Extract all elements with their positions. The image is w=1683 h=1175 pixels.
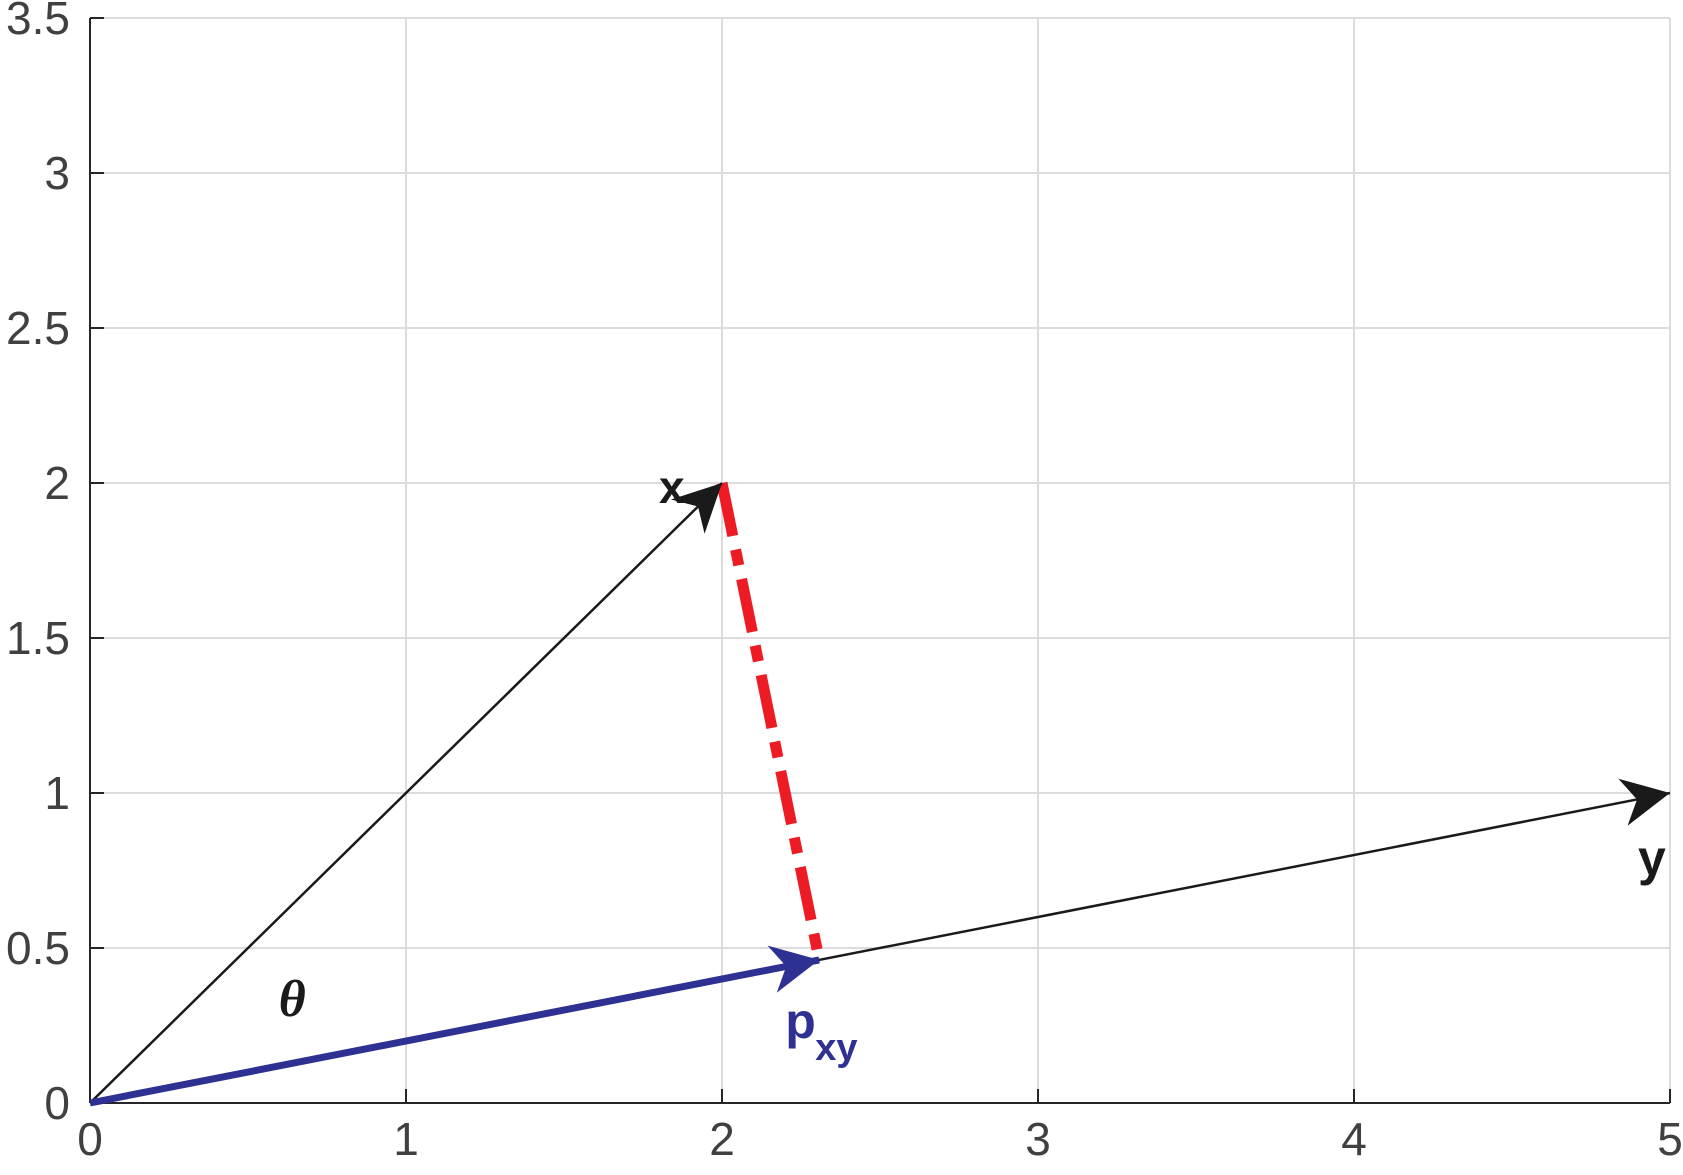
y-tick-label-7: 3.5 bbox=[6, 0, 70, 44]
y-tick-label-4: 2 bbox=[44, 457, 70, 509]
x-tick-label-2: 2 bbox=[709, 1113, 735, 1165]
axes bbox=[89, 17, 1671, 1104]
vector-pxy bbox=[89, 945, 820, 1107]
angle-label-theta: θ bbox=[279, 971, 306, 1028]
x-tick-label-0: 0 bbox=[77, 1113, 103, 1165]
x-tick-label-1: 1 bbox=[393, 1113, 419, 1165]
vectors bbox=[89, 481, 1671, 1107]
vector-label-y: y bbox=[1638, 830, 1666, 886]
x-tick-label-3: 3 bbox=[1025, 1113, 1051, 1165]
x-tick-label-4: 4 bbox=[1341, 1113, 1367, 1165]
grid-lines bbox=[89, 17, 1671, 1104]
x-axis-ticks: 0 1 2 3 4 5 bbox=[77, 1113, 1683, 1165]
vector-labels: xyp xyθ bbox=[279, 461, 1666, 1069]
vector-x bbox=[89, 482, 723, 1104]
x-tick-label-5: 5 bbox=[1657, 1113, 1683, 1165]
y-tick-label-3: 1.5 bbox=[6, 612, 70, 664]
vector-label-p: p bbox=[785, 993, 816, 1049]
vector-label-p-subscript: xy bbox=[815, 1027, 857, 1069]
projection-dashed-line bbox=[716, 481, 825, 962]
y-axis-ticks: 0 0.5 1 1.5 2 2.5 3 3.5 bbox=[6, 0, 70, 1129]
y-tick-label-2: 1 bbox=[44, 767, 70, 819]
y-tick-label-6: 3 bbox=[44, 147, 70, 199]
y-tick-label-5: 2.5 bbox=[6, 302, 70, 354]
vector-label-x: x bbox=[659, 461, 685, 513]
y-tick-label-0: 0 bbox=[44, 1077, 70, 1129]
y-tick-label-1: 0.5 bbox=[6, 922, 70, 974]
